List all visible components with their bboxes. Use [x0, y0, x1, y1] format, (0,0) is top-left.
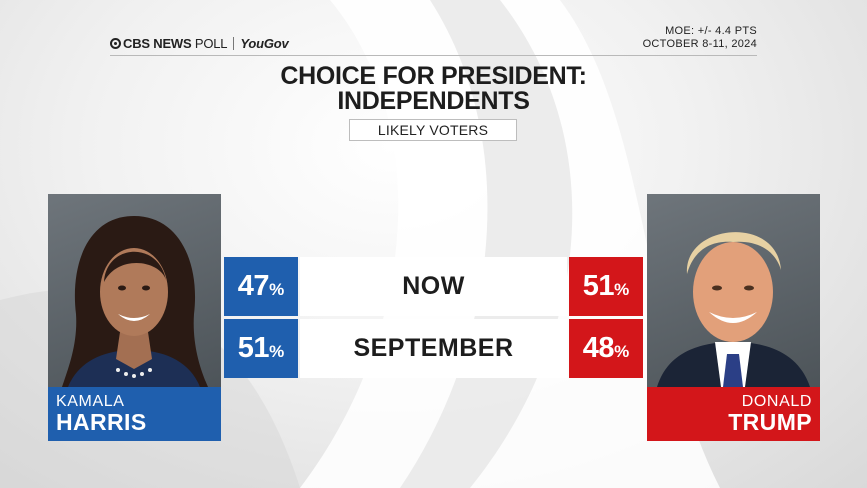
- chart-title: CHOICE FOR PRESIDENT: INDEPENDENTS: [0, 64, 867, 114]
- brand-cbs: CBS NEWS: [123, 36, 192, 51]
- harris-value-now: 47: [237, 270, 270, 302]
- brand-yougov: YouGov: [240, 36, 289, 51]
- harris-value-september: 51: [237, 332, 270, 364]
- result-row-now: 47% NOW 51%: [224, 257, 643, 316]
- poll-dates: OCTOBER 8-11, 2024: [642, 38, 757, 50]
- brand-poll: POLL: [194, 36, 228, 51]
- result-row-september: 51% SEPTEMBER 48%: [224, 319, 643, 378]
- trump-pct-september: 48%: [569, 319, 643, 378]
- cbs-eye-icon: [110, 38, 121, 49]
- harris-last-name: HARRIS: [56, 409, 147, 435]
- trump-value-september: 48: [582, 332, 615, 364]
- cbs-news-poll-logo: CBS NEWS POLL YouGov: [110, 36, 289, 51]
- chart-subtitle: LIKELY VOTERS: [349, 119, 517, 141]
- harris-photo: [48, 194, 221, 387]
- period-label-now: NOW: [300, 257, 567, 316]
- trump-pct-now: 51%: [569, 257, 643, 316]
- percent-sign: %: [614, 342, 630, 361]
- brand-separator: [233, 37, 235, 50]
- trump-value-now: 51: [582, 270, 615, 302]
- harris-name-box: KAMALA HARRIS: [48, 387, 221, 441]
- trump-photo: [647, 194, 820, 387]
- margin-of-error: MOE: +/- 4.4 PTS: [665, 25, 757, 37]
- period-label-september: SEPTEMBER: [300, 319, 567, 378]
- percent-sign: %: [614, 280, 630, 299]
- title-line-2: INDEPENDENTS: [337, 87, 530, 115]
- percent-sign: %: [269, 280, 285, 299]
- trump-last-name: TRUMP: [728, 409, 812, 435]
- harris-first-name: KAMALA: [56, 393, 125, 410]
- title-line-1: CHOICE FOR PRESIDENT:: [280, 62, 587, 90]
- harris-pct-september: 51%: [224, 319, 298, 378]
- poll-info: MOE: +/- 4.4 PTS OCTOBER 8-11, 2024: [643, 25, 757, 51]
- percent-sign: %: [269, 342, 285, 361]
- harris-pct-now: 47%: [224, 257, 298, 316]
- trump-first-name: DONALD: [741, 393, 812, 410]
- trump-name-box: DONALD TRUMP: [647, 387, 820, 441]
- header-divider: [110, 55, 757, 56]
